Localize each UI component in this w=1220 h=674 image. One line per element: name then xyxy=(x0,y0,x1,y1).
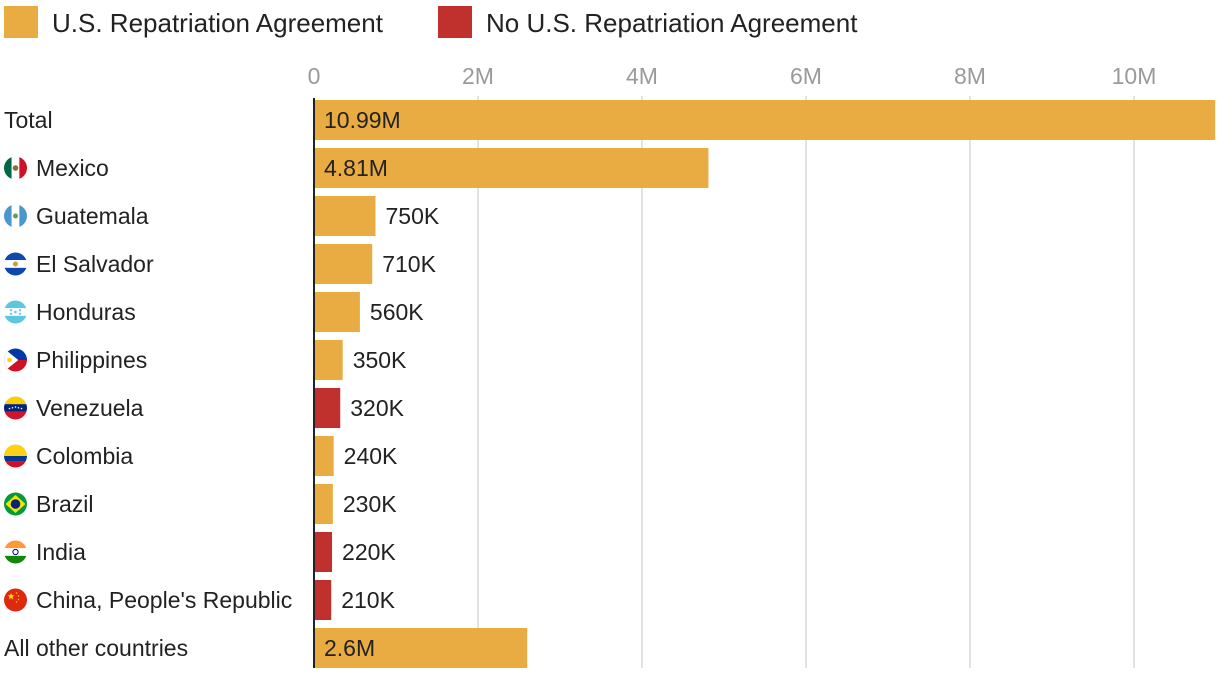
tick-label-2m: 2M xyxy=(462,63,494,89)
colombia-flag-icon xyxy=(4,444,27,468)
bar-guatemala xyxy=(314,196,376,236)
venezuela-flag-icon xyxy=(4,396,27,420)
tick-label-8m: 8M xyxy=(954,63,986,89)
bar-venezuela xyxy=(314,388,341,428)
value-label-brazil: 230K xyxy=(343,491,397,517)
honduras-flag-icon xyxy=(4,300,27,324)
value-label-el-salvador: 710K xyxy=(382,251,436,277)
brazil-flag-icon xyxy=(4,492,27,516)
legend-swatch-no-agreement xyxy=(438,6,472,38)
bar-all-other-countries xyxy=(314,628,528,668)
category-label-honduras: Honduras xyxy=(36,299,136,325)
tick-label-10m: 10M xyxy=(1112,63,1157,89)
bar-total xyxy=(314,100,1216,140)
value-label-china-people-s-republic: 210K xyxy=(341,587,395,613)
legend-label-agreement: U.S. Repatriation Agreement xyxy=(52,8,383,38)
philippines-flag-icon xyxy=(4,348,27,372)
category-label-guatemala: Guatemala xyxy=(36,203,149,229)
guatemala-flag-icon xyxy=(4,204,27,228)
category-label-brazil: Brazil xyxy=(36,491,94,517)
bar-brazil xyxy=(314,484,333,524)
bar-el-salvador xyxy=(314,244,373,284)
category-label-india: India xyxy=(36,539,86,565)
china-flag-icon xyxy=(4,588,27,612)
category-label-all-other-countries: All other countries xyxy=(4,635,188,661)
category-label-colombia: Colombia xyxy=(36,443,133,469)
bar-mexico xyxy=(314,148,709,188)
el-salvador-flag-icon xyxy=(4,252,27,276)
india-flag-icon xyxy=(4,540,27,564)
value-label-honduras: 560K xyxy=(370,299,424,325)
bar-china-people-s-republic xyxy=(314,580,332,620)
bar-india xyxy=(314,532,333,572)
bar-philippines xyxy=(314,340,343,380)
category-label-mexico: Mexico xyxy=(36,155,109,181)
value-label-philippines: 350K xyxy=(353,347,407,373)
category-label-el-salvador: El Salvador xyxy=(36,251,154,277)
bar-colombia xyxy=(314,436,334,476)
category-label-venezuela: Venezuela xyxy=(36,395,144,421)
tick-label-4m: 4M xyxy=(626,63,658,89)
category-label-philippines: Philippines xyxy=(36,347,147,373)
value-label-guatemala: 750K xyxy=(386,203,440,229)
legend-label-no-agreement: No U.S. Repatriation Agreement xyxy=(486,8,858,38)
bar-honduras xyxy=(314,292,360,332)
value-label-colombia: 240K xyxy=(344,443,398,469)
category-label-total: Total xyxy=(4,107,53,133)
legend-swatch-agreement xyxy=(4,6,38,38)
value-label-venezuela: 320K xyxy=(350,395,404,421)
value-label-mexico: 4.81M xyxy=(324,155,388,181)
tick-label-0: 0 xyxy=(308,63,321,89)
value-label-all-other-countries: 2.6M xyxy=(324,635,375,661)
value-label-india: 220K xyxy=(342,539,396,565)
value-label-total: 10.99M xyxy=(324,107,401,133)
tick-label-6m: 6M xyxy=(790,63,822,89)
mexico-flag-icon xyxy=(4,156,27,180)
category-label-china-people-s-republic: China, People's Republic xyxy=(36,587,292,613)
